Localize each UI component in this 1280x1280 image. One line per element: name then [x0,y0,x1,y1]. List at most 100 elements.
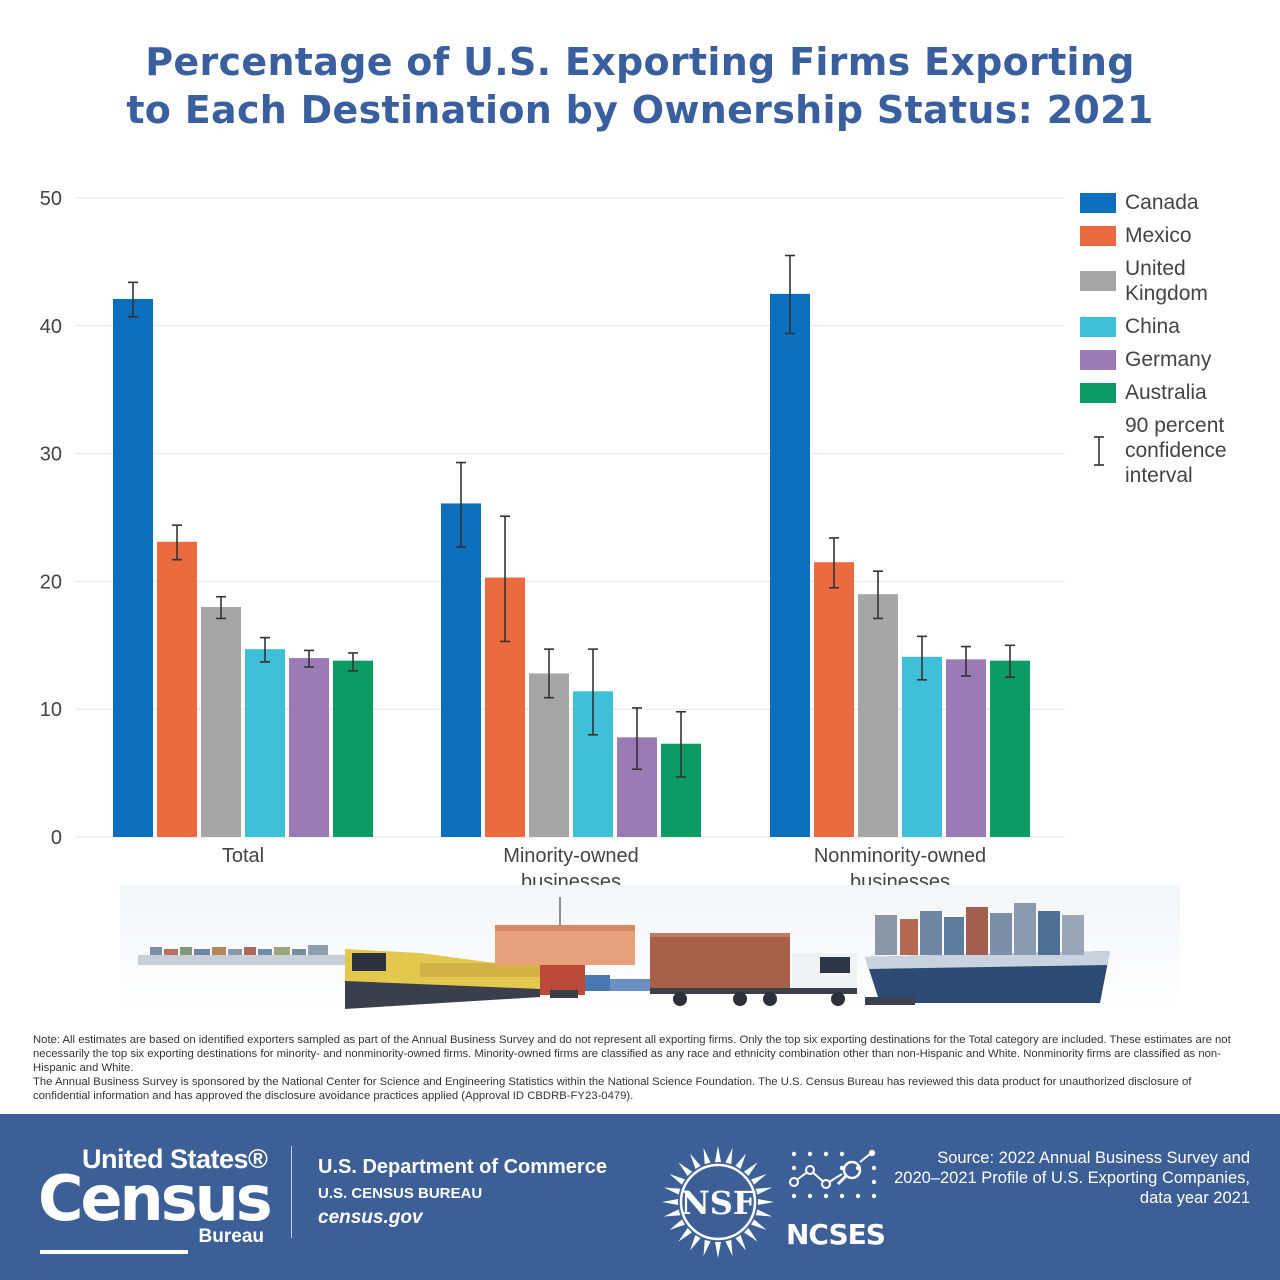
department-of-commerce: U.S. Department of Commerce [318,1156,607,1178]
nsf-ray [663,1187,683,1196]
nsf-ray [734,1233,746,1251]
error-bar-canada-2 [456,461,466,548]
bar-united-kingdom-1 [201,606,241,837]
ncses-logo-text: NCSES [786,1218,886,1251]
error-bar-germany-2 [632,707,642,771]
footer-divider [291,1146,292,1238]
note-paragraph-1: Note: All estimates are based on identif… [33,1034,1231,1074]
legend-label: Germany [1125,348,1212,371]
error-bar-australia-1 [348,652,358,672]
nsf-ray [690,1153,702,1171]
error-bar-germany-1 [304,649,314,668]
container-crane-icon [495,897,635,998]
chart-note: Note: All estimates are based on identif… [33,1033,1248,1103]
bar-germany-3 [946,659,986,837]
legend-swatch [1080,382,1116,403]
error-bar-germany-3 [961,645,971,677]
error-bar-china-2 [588,648,598,736]
y-tick-label: 10 [40,699,62,721]
legend-item-mexico: Mexico [1080,223,1275,248]
error-bar-canada-1 [128,281,138,318]
error-bar-mexico-3 [829,537,839,589]
freight-train-icon [345,949,650,1009]
nsf-ray [755,1198,774,1206]
legend-ci-label: 90 percent confidence interval [1125,414,1227,487]
footer-banner: United States® Census Bureau U.S. Depart… [0,1114,1280,1280]
y-tick-label: 20 [40,571,62,593]
legend-item-confidence-interval: 90 percent confidence interval [1080,413,1275,488]
error-bar-china-3 [917,635,927,681]
census-website-link[interactable]: census.gov [318,1207,423,1228]
y-tick-label: 40 [40,316,62,338]
legend-label: China [1125,315,1180,338]
legend-item-germany: Germany [1080,347,1275,372]
nsf-ray [669,1174,687,1186]
bar-united-kingdom-3 [858,594,898,837]
error-bar-canada-3 [785,254,795,335]
nsf-ray [753,1187,773,1196]
department-info: U.S. Department of Commerce U.S. CENSUS … [318,1156,607,1229]
data-source: Source: 2022 Annual Business Survey and … [894,1149,1250,1207]
error-bar-china-1 [260,636,270,663]
legend-label: Australia [1125,381,1207,404]
legend-swatch [1080,349,1116,370]
bar-china-3 [902,656,942,837]
y-tick-label: 0 [51,827,62,849]
legend-swatch [1080,271,1116,291]
chart-title: Percentage of U.S. Exporting Firms Expor… [0,38,1280,134]
category-label: Total [222,845,264,867]
nsf-ray [724,1237,733,1257]
bar-australia-3 [990,660,1030,837]
y-axis-tick-labels: 0 10 20 30 40 50 [40,188,62,849]
chart-legend: Canada Mexico United Kingdom China Germany Au… [1080,190,1275,496]
legend-swatch [1080,225,1116,246]
bar-china-1 [245,649,285,837]
chart-title-line-1: Percentage of U.S. Exporting Firms Expor… [145,40,1135,84]
bar-united-kingdom-2 [529,673,569,837]
census-logo-united-states: United States® [82,1144,268,1174]
ncses-network-icon [789,1149,877,1199]
error-bar-united-kingdom-2 [544,648,554,699]
bar-canada-2 [441,503,481,837]
nsf-ray [690,1233,702,1251]
nsf-ray [714,1146,722,1165]
transport-illustration [120,885,1180,1015]
chart-error-bars [128,254,1015,778]
legend-swatch [1080,316,1116,337]
nsf-logo-text: NSF [680,1184,755,1222]
nsf-ray [734,1153,746,1171]
nsf-ray [663,1208,683,1217]
legend-label: United Kingdom [1125,257,1208,305]
legend-items: Canada Mexico United Kingdom China Germany Au… [1080,190,1275,405]
legend-label: Canada [1125,191,1199,214]
legend-item-canada: Canada [1080,190,1275,215]
legend-item-australia: Australia [1080,380,1275,405]
chart-title-line-2: to Each Destination by Ownership Status:… [126,88,1154,132]
census-logo-wordmark: Census [38,1162,273,1235]
bar-canada-1 [113,298,153,837]
nsf-ray [714,1239,722,1258]
cargo-ship-right-icon [865,903,1110,1005]
error-bar-mexico-2 [500,515,510,643]
container-truck-icon [650,933,857,1006]
nsf-ray [703,1147,712,1167]
note-paragraph-2: The Annual Business Survey is sponsored … [33,1076,1192,1102]
census-logo-underline [40,1250,188,1254]
bar-mexico-3 [814,562,854,837]
nsf-ray [662,1198,681,1206]
bar-australia-1 [333,660,373,837]
bar-canada-3 [770,293,810,838]
nsf-ray [749,1174,767,1186]
nsf-ray [703,1237,712,1257]
legend-item-united-kingdom: United Kingdom [1080,256,1275,306]
chart-bars [113,293,1030,838]
error-bar-australia-3 [1005,644,1015,679]
error-bar-united-kingdom-1 [216,595,226,620]
confidence-interval-icon [1094,435,1104,466]
census-logo-bureau: Bureau [198,1226,264,1247]
ncses-logo: NCSES [786,1146,886,1258]
census-bureau-name: U.S. CENSUS BUREAU [318,1185,483,1202]
y-tick-label: 30 [40,444,62,466]
error-bar-united-kingdom-3 [873,570,883,620]
